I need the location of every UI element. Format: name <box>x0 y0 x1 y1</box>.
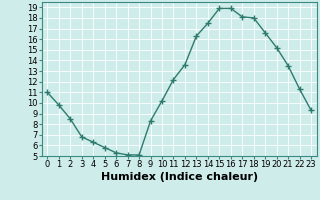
X-axis label: Humidex (Indice chaleur): Humidex (Indice chaleur) <box>100 172 258 182</box>
